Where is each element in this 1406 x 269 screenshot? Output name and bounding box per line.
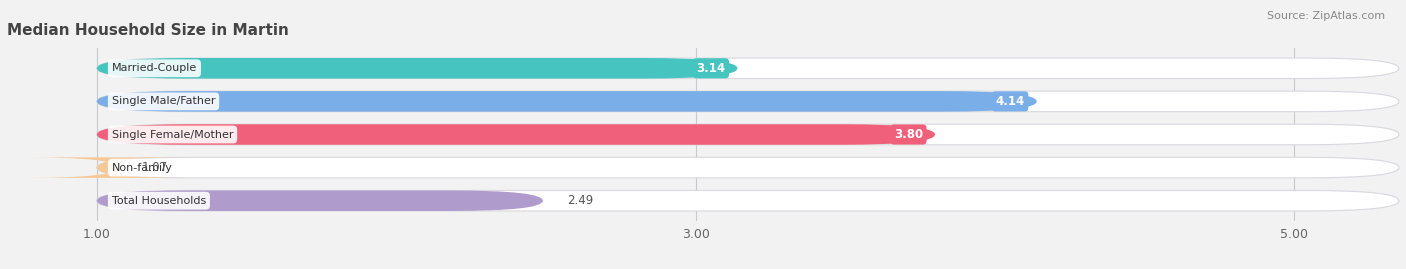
Text: Non-family: Non-family — [112, 162, 173, 173]
FancyBboxPatch shape — [97, 91, 1399, 112]
FancyBboxPatch shape — [97, 124, 935, 145]
Text: 3.80: 3.80 — [894, 128, 922, 141]
FancyBboxPatch shape — [97, 190, 543, 211]
Text: Single Male/Father: Single Male/Father — [112, 96, 215, 107]
FancyBboxPatch shape — [97, 190, 1399, 211]
Text: 1.07: 1.07 — [142, 161, 167, 174]
Text: 2.49: 2.49 — [567, 194, 593, 207]
Text: Single Female/Mother: Single Female/Mother — [112, 129, 233, 140]
Text: Total Households: Total Households — [112, 196, 207, 206]
Text: Source: ZipAtlas.com: Source: ZipAtlas.com — [1267, 11, 1385, 21]
FancyBboxPatch shape — [97, 124, 1399, 145]
Text: 3.14: 3.14 — [696, 62, 725, 75]
Text: Median Household Size in Martin: Median Household Size in Martin — [7, 23, 288, 38]
Text: 4.14: 4.14 — [995, 95, 1025, 108]
FancyBboxPatch shape — [25, 157, 190, 178]
FancyBboxPatch shape — [97, 157, 1399, 178]
FancyBboxPatch shape — [97, 58, 1399, 79]
FancyBboxPatch shape — [97, 91, 1036, 112]
FancyBboxPatch shape — [97, 58, 737, 79]
Text: Married-Couple: Married-Couple — [112, 63, 197, 73]
